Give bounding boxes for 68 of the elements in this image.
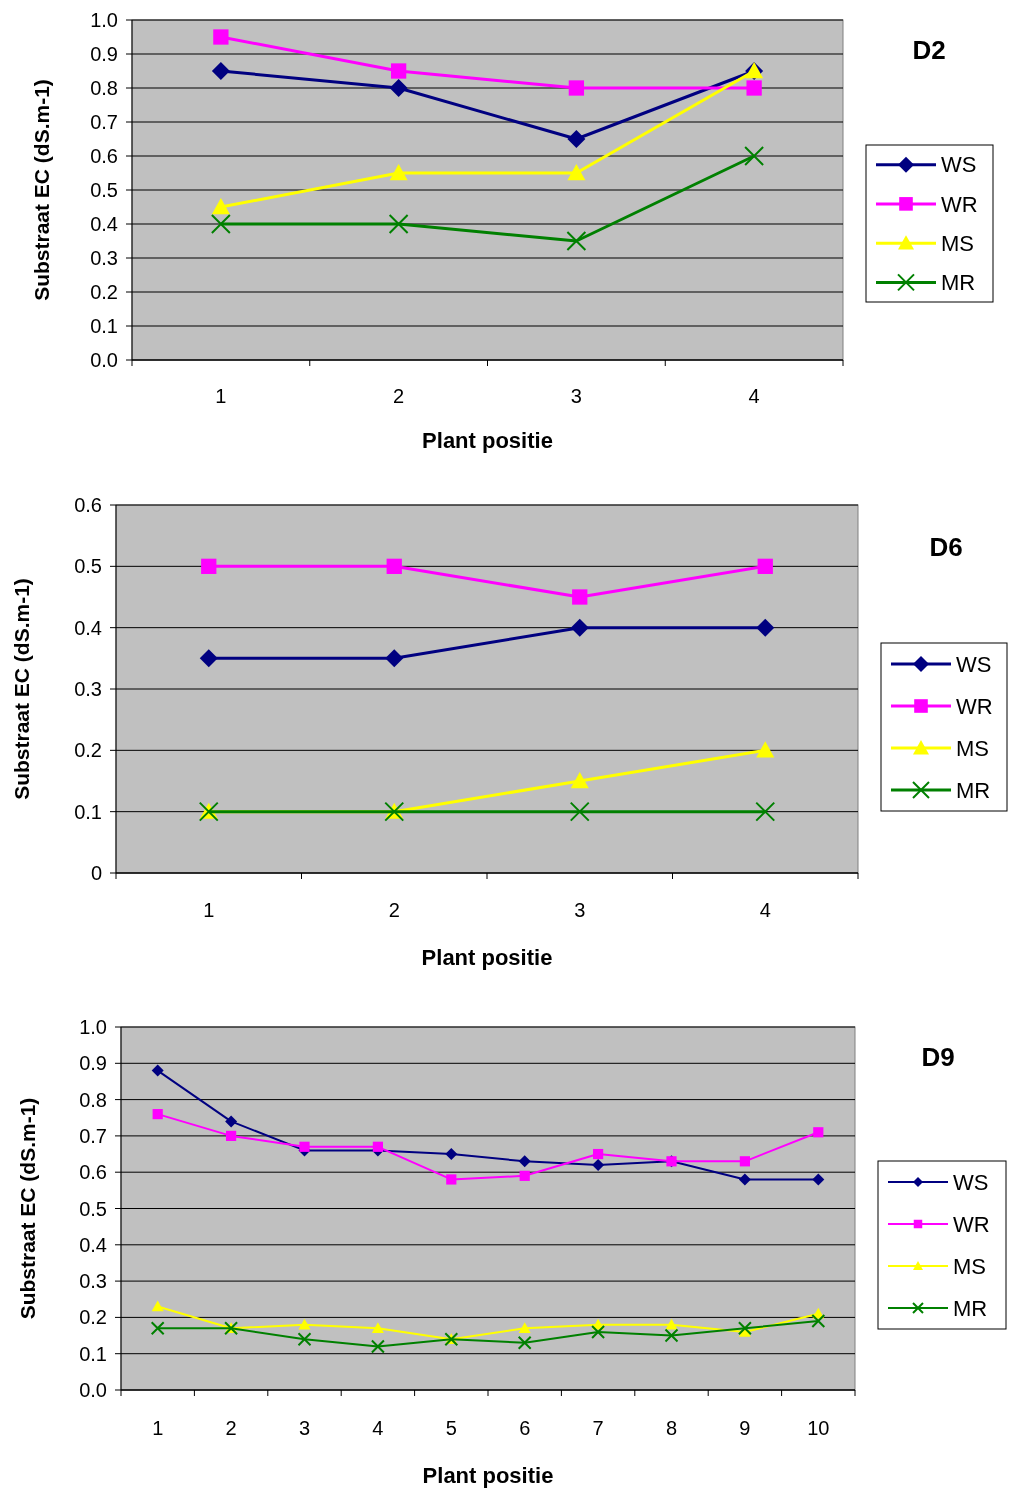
y-tick-label: 0.7 xyxy=(90,111,118,133)
x-tick-label: 3 xyxy=(298,1417,311,1439)
y-tick-label: 0 xyxy=(90,862,102,884)
y-tick-label: 0.3 xyxy=(79,1270,107,1293)
legend-label: WS xyxy=(941,152,977,178)
y-tick-label: 0.5 xyxy=(74,555,102,578)
y-tick-label: 0.8 xyxy=(79,1088,107,1111)
x-tick-label: 7 xyxy=(592,1417,604,1439)
y-tick-label: 1.0 xyxy=(90,9,118,31)
x-tick-label: 6 xyxy=(519,1417,531,1439)
legend-label: WR xyxy=(941,191,978,217)
y-axis-title: Substraat EC (dS.m-1) xyxy=(16,1097,40,1320)
y-tick-label: 0.4 xyxy=(90,213,118,235)
legend-label: WS xyxy=(953,1169,989,1195)
y-tick-label: 0.1 xyxy=(79,1342,107,1365)
x-tick-label: 4 xyxy=(748,385,760,407)
y-tick-label: 0.2 xyxy=(90,281,118,303)
y-tick-label: 0.2 xyxy=(74,739,102,762)
legend-label: WR xyxy=(956,693,993,719)
legend-label: WR xyxy=(953,1211,990,1237)
x-tick-label: 1 xyxy=(152,1417,164,1439)
y-tick-label: 0.5 xyxy=(79,1197,107,1220)
y-axis-title: Substraat EC (dS.m-1) xyxy=(10,578,34,800)
y-tick-label: 0.5 xyxy=(90,179,118,201)
y-tick-label: 0.9 xyxy=(90,43,118,65)
x-tick-label: 10 xyxy=(807,1417,830,1439)
legend-label: MS xyxy=(953,1253,986,1279)
legend-label: MR xyxy=(941,270,976,296)
x-axis-title: Plant positie xyxy=(422,1462,554,1488)
y-tick-label: 0.3 xyxy=(90,247,118,269)
x-tick-label: 1 xyxy=(215,385,227,407)
x-tick-label: 4 xyxy=(372,1417,384,1439)
x-tick-label: 3 xyxy=(570,385,582,407)
y-tick-label: 0.8 xyxy=(90,77,118,99)
text: D9 xyxy=(921,1042,955,1073)
legend-label: MS xyxy=(941,230,974,256)
x-tick-label: 4 xyxy=(759,899,771,921)
x-tick-label: 2 xyxy=(225,1417,237,1439)
legend-label: WS xyxy=(956,651,992,677)
x-axis-title: Plant positie xyxy=(422,427,553,453)
x-tick-label: 2 xyxy=(393,385,405,407)
y-tick-label: 0.3 xyxy=(74,678,102,700)
x-tick-label: 5 xyxy=(445,1417,457,1439)
x-tick-label: 1 xyxy=(203,899,215,921)
x-tick-label: 8 xyxy=(665,1417,678,1439)
y-tick-label: 0.9 xyxy=(79,1052,107,1075)
x-tick-label: 2 xyxy=(388,899,400,921)
y-tick-label: 0.6 xyxy=(79,1161,107,1184)
y-tick-label: 0.4 xyxy=(74,616,102,639)
y-tick-label: 0.6 xyxy=(74,494,102,516)
y-axis-title: Substraat EC (dS.m-1) xyxy=(30,79,54,301)
legend-label: MR xyxy=(956,777,991,803)
y-tick-label: 1.0 xyxy=(79,1016,107,1038)
y-tick-label: 0.6 xyxy=(90,145,118,167)
y-tick-label: 0.2 xyxy=(79,1306,107,1329)
y-tick-label: 0.7 xyxy=(79,1124,107,1147)
y-tick-label: 0.1 xyxy=(74,800,102,823)
y-tick-label: 0.4 xyxy=(79,1233,107,1256)
legend-label: MS xyxy=(956,735,989,761)
text: D2 xyxy=(912,35,946,66)
x-tick-label: 3 xyxy=(574,899,586,921)
text: D6 xyxy=(929,532,963,563)
legend-label: MR xyxy=(953,1295,988,1321)
y-tick-label: 0.0 xyxy=(90,349,118,371)
x-tick-label: 9 xyxy=(739,1417,751,1439)
y-tick-label: 0.0 xyxy=(79,1379,107,1401)
y-tick-label: 0.1 xyxy=(90,315,118,337)
x-axis-title: Plant positie xyxy=(421,944,553,970)
